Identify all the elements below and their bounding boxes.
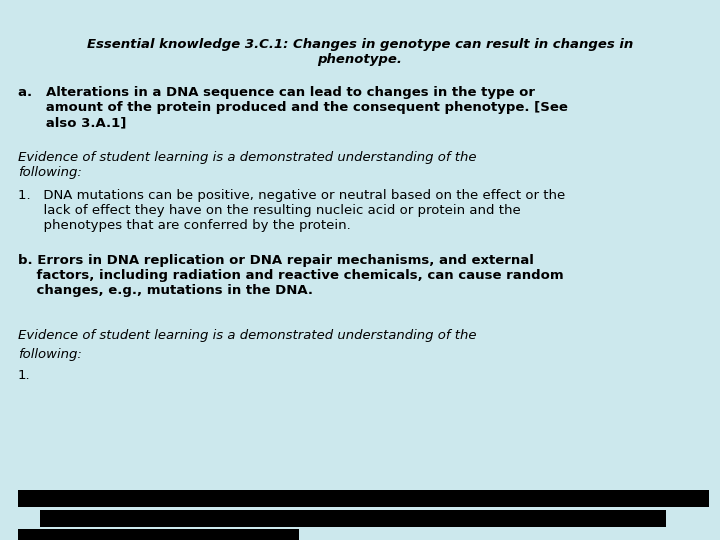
Bar [18,490,709,507]
Text: 1.   DNA mutations can be positive, negative or neutral based on the effect or t: 1. DNA mutations can be positive, negati… [18,189,565,232]
Text: following:: following: [18,348,82,361]
Text: Evidence of student learning is a demonstrated understanding of the: Evidence of student learning is a demons… [18,329,477,342]
Text: 1.: 1. [18,369,31,382]
Text: Essential knowledge 3.C.1: Changes in genotype can result in changes in
phenotyp: Essential knowledge 3.C.1: Changes in ge… [87,38,633,66]
Text: Evidence of student learning is a demonstrated understanding of the
following:: Evidence of student learning is a demons… [18,151,477,179]
Text: b. Errors in DNA replication or DNA repair mechanisms, and external
    factors,: b. Errors in DNA replication or DNA repa… [18,254,564,297]
Bar [18,529,299,540]
Bar [40,510,666,526]
Text: a.   Alterations in a DNA sequence can lead to changes in the type or
      amou: a. Alterations in a DNA sequence can lea… [18,86,568,130]
